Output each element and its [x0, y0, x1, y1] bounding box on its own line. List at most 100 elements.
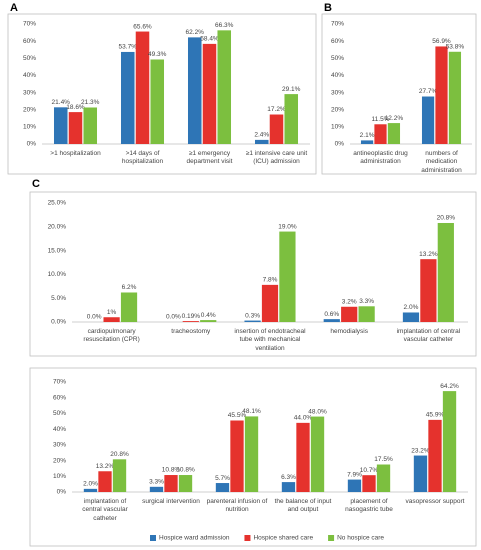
- x-tick-label: antineoplastic drug administration: [353, 150, 408, 166]
- value-label: 17.2%: [267, 106, 286, 113]
- x-tick-label: implantation of central vascular cathete…: [82, 498, 128, 522]
- value-label: 10.7%: [360, 467, 379, 474]
- y-tick-label: 60%: [53, 394, 66, 401]
- value-label: 7.9%: [347, 471, 362, 478]
- bar: [254, 139, 269, 144]
- bar: [53, 107, 68, 144]
- value-label: 10.8%: [162, 467, 181, 474]
- value-label: 0.0%: [166, 314, 181, 321]
- value-label: 23.2%: [411, 447, 430, 454]
- x-tick-label: surgical intervention: [142, 498, 200, 505]
- value-label: 11.5%: [372, 116, 390, 123]
- x-tick-label-box: tracheostomy: [171, 328, 210, 335]
- y-tick-label: 60%: [23, 38, 36, 45]
- bar: [244, 416, 259, 492]
- value-label: 18.6%: [66, 104, 85, 111]
- x-tick-label-box: implantation of central vascular cathete…: [396, 328, 461, 344]
- y-tick-label: 10%: [23, 124, 36, 131]
- y-tick-label: 10%: [53, 473, 66, 480]
- value-label: 29.1%: [282, 86, 301, 93]
- bar: [230, 420, 244, 492]
- y-tick-label: 5.0%: [51, 295, 66, 302]
- value-label: 21.4%: [52, 99, 71, 106]
- x-tick-label-box: >1 hospitalization: [50, 150, 101, 157]
- bar: [135, 31, 150, 145]
- bar: [261, 284, 279, 322]
- bar: [98, 471, 112, 492]
- value-label: 66.3%: [215, 22, 234, 29]
- value-label: 48.1%: [242, 408, 261, 415]
- y-tick-label: 30%: [53, 442, 66, 449]
- value-label: 13.2%: [419, 251, 438, 258]
- y-tick-label: 50%: [53, 410, 66, 417]
- x-tick-label: >1 hospitalization: [50, 150, 101, 157]
- x-tick-label-box: implantation of central vascular cathete…: [82, 498, 128, 522]
- value-label: 3.3%: [149, 479, 164, 486]
- y-tick-label: 25.0%: [48, 200, 67, 207]
- bar: [120, 292, 138, 322]
- bar: [103, 317, 120, 322]
- value-label: 49.3%: [148, 51, 167, 58]
- value-label: 20.8%: [437, 215, 456, 222]
- bar: [178, 475, 193, 492]
- y-tick-label: 30%: [23, 89, 36, 96]
- y-tick-label: 0%: [57, 489, 67, 496]
- y-tick-label: 20%: [53, 457, 66, 464]
- legend-label: Hospice ward admission: [159, 535, 230, 542]
- value-label: 56.9%: [432, 38, 451, 45]
- panel-c2-frame: [29, 367, 477, 547]
- bar: [281, 482, 296, 492]
- value-label: 64.2%: [440, 383, 459, 390]
- bar: [296, 422, 310, 492]
- y-tick-label: 10.0%: [48, 271, 67, 278]
- x-tick-label-box: parenteral infusion of nutrition: [206, 498, 268, 514]
- bar: [362, 475, 376, 492]
- x-tick-label-box: >14 days of hospitalization: [121, 150, 164, 166]
- bar: [187, 37, 202, 144]
- y-tick-label: 0.0%: [51, 319, 66, 326]
- x-tick-label: vasopressor support: [405, 498, 465, 505]
- bar: [83, 107, 98, 144]
- x-tick-label: cardiopulmonary resuscitation (CPR): [83, 328, 140, 344]
- panel-b-frame: [321, 13, 477, 175]
- value-label: 27.7%: [419, 88, 438, 95]
- value-label: 5.7%: [215, 475, 230, 482]
- legend-swatch: [328, 535, 335, 541]
- x-tick-label-box: ≥1 emergency department visit: [186, 150, 233, 166]
- y-tick-label: 70%: [331, 21, 344, 28]
- y-tick-label: 70%: [53, 379, 66, 386]
- x-tick-label-box: antineoplastic drug administration: [353, 150, 408, 166]
- bar: [358, 306, 375, 322]
- x-tick-label-box: placement of nasogastric tube: [345, 498, 393, 513]
- bar: [202, 43, 217, 145]
- bar: [421, 96, 435, 144]
- panel-label: A: [10, 2, 18, 14]
- value-label: 0.3%: [245, 312, 260, 319]
- value-label: 3.2%: [342, 298, 357, 305]
- bar: [164, 475, 178, 492]
- bar: [420, 259, 437, 322]
- value-label: 20.8%: [110, 451, 129, 458]
- y-tick-label: 20%: [23, 106, 36, 113]
- bar: [448, 51, 462, 145]
- bar: [387, 123, 401, 144]
- y-tick-label: 20%: [331, 106, 344, 113]
- y-tick-label: 50%: [23, 55, 36, 62]
- value-label: 45.5%: [228, 412, 247, 419]
- bar: [217, 30, 232, 144]
- y-tick-label: 20.0%: [48, 224, 67, 231]
- bar: [435, 46, 448, 145]
- bar: [68, 112, 83, 144]
- x-tick-label: >14 days of hospitalization: [121, 150, 164, 166]
- bar: [428, 419, 442, 492]
- x-tick-label: parenteral infusion of nutrition: [206, 498, 268, 514]
- x-tick-label: implantation of central vascular cathete…: [396, 328, 461, 344]
- x-tick-label: ≥1 emergency department visit: [186, 150, 233, 166]
- legend-label: Hospice shared care: [253, 535, 313, 542]
- value-label: 6.3%: [281, 474, 296, 481]
- y-tick-label: 70%: [23, 21, 36, 28]
- legend-label: No hospice care: [337, 535, 384, 542]
- value-label: 48.0%: [308, 408, 327, 415]
- bar: [112, 459, 127, 492]
- x-tick-label-box: surgical intervention: [142, 498, 200, 505]
